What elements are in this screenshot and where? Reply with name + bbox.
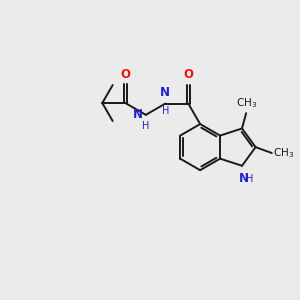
Text: O: O [183,68,193,81]
Text: O: O [120,68,130,81]
Text: N: N [133,108,143,121]
Text: N: N [160,86,170,99]
Text: CH$_3$: CH$_3$ [273,146,295,160]
Text: H: H [162,106,169,116]
Text: H: H [246,174,253,184]
Text: N: N [238,172,248,185]
Text: CH$_3$: CH$_3$ [236,97,257,110]
Text: H: H [142,121,149,130]
